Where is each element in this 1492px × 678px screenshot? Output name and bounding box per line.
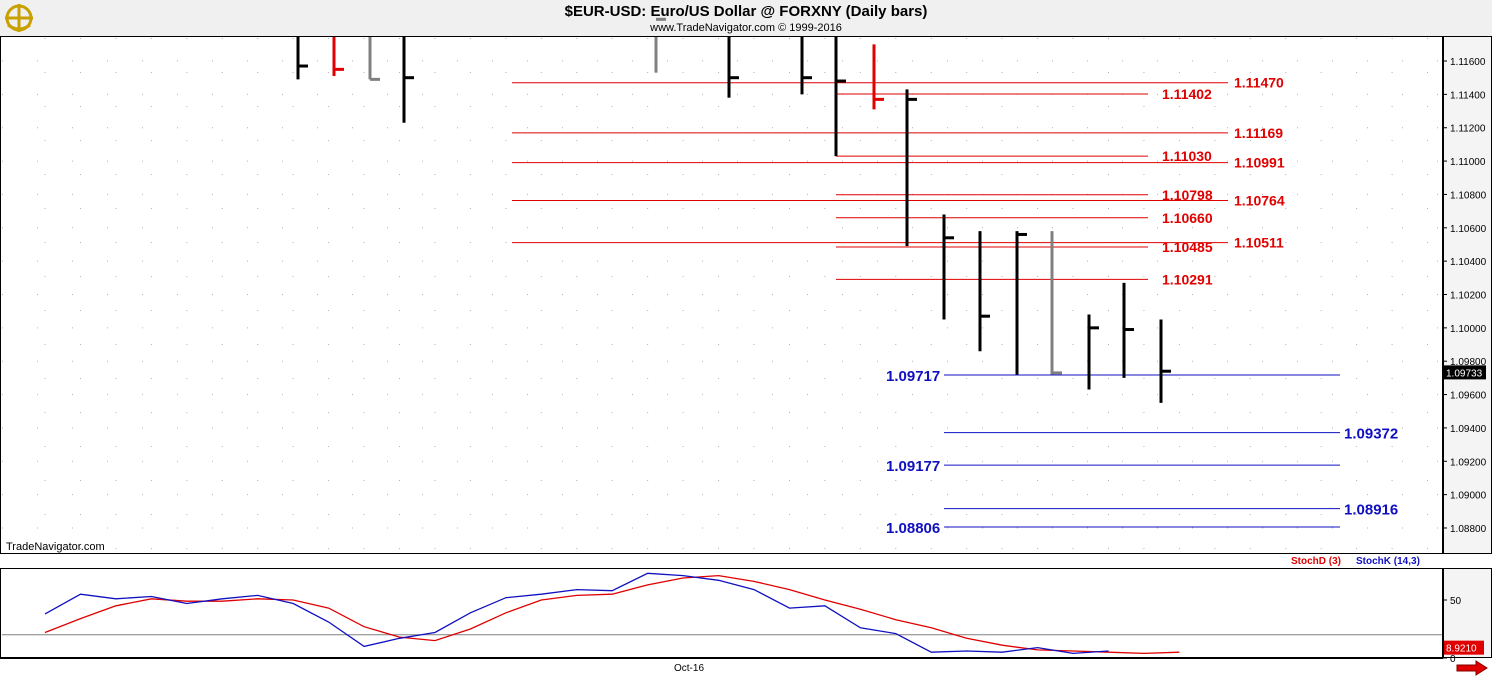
price-axis-label: 1.08800 <box>1450 524 1487 535</box>
price-axis-label: 1.11400 <box>1450 90 1486 101</box>
price-axis-label: 1.11200 <box>1450 124 1486 135</box>
indicator-plot-area <box>0 568 1443 658</box>
resistance-level-label: 1.11169 <box>1234 125 1283 141</box>
resistance-level-label: 1.10511 <box>1234 235 1284 251</box>
support-level-label: 1.08916 <box>1344 502 1398 519</box>
price-axis-label: 1.09600 <box>1450 391 1487 402</box>
resistance-level-label: 1.10660 <box>1162 210 1213 226</box>
stoch-series-line <box>44 572 1109 655</box>
legend-stochd: StochD (3) <box>1291 556 1341 567</box>
main-plot-area <box>0 36 1443 554</box>
price-axis-label: 1.09800 <box>1450 357 1487 368</box>
price-axis-label: 1.11600 <box>1450 57 1486 68</box>
price-axis-label: 1.10200 <box>1450 291 1487 302</box>
price-axis-label: 1.09200 <box>1450 457 1487 468</box>
price-axis <box>1443 36 1492 554</box>
resistance-level-label: 1.11470 <box>1234 75 1284 91</box>
stoch-last-value-label: 8.9210 <box>1446 644 1477 655</box>
resistance-level-label: 1.10485 <box>1162 239 1213 255</box>
right-arrow-icon[interactable] <box>1456 660 1488 676</box>
price-axis-label: 1.11000 <box>1450 157 1486 168</box>
price-axis-label: 1.10000 <box>1450 324 1487 335</box>
resistance-level-label: 1.11402 <box>1162 86 1212 102</box>
time-axis <box>0 658 1492 678</box>
last-price-label: 1.09733 <box>1446 368 1483 379</box>
stoch-last-value-box <box>1444 640 1484 655</box>
resistance-level-label: 1.10764 <box>1234 192 1285 208</box>
last-price-box <box>1444 365 1486 380</box>
price-axis-label: 1.10800 <box>1450 190 1487 201</box>
panel-separator <box>0 553 1492 568</box>
stoch-series-line <box>44 574 1180 655</box>
chart-subtitle: www.TradeNavigator.com © 1999-2016 <box>650 22 842 34</box>
resistance-level-label: 1.10991 <box>1234 155 1285 171</box>
watermark: TradeNavigator.com <box>6 541 105 553</box>
price-axis-label: 1.09000 <box>1450 491 1487 502</box>
support-level-label: 1.08806 <box>886 520 940 537</box>
resistance-level-label: 1.10798 <box>1162 187 1213 203</box>
support-level-label: 1.09717 <box>886 368 940 385</box>
chart-title: $EUR-USD: Euro/US Dollar @ FORXNY (Daily… <box>564 3 928 20</box>
legend-stochk: StochK (14,3) <box>1356 556 1420 567</box>
chart-title-bar <box>0 0 1492 36</box>
price-axis-label: 1.10400 <box>1450 257 1487 268</box>
support-level-label: 1.09177 <box>886 458 940 475</box>
trade-navigator-logo-icon <box>2 1 36 35</box>
price-axis-label: 1.10600 <box>1450 224 1487 235</box>
indicator-axis-label: 50 <box>1450 596 1462 607</box>
price-axis-label: 1.09400 <box>1450 424 1487 435</box>
resistance-level-label: 1.11030 <box>1162 148 1212 164</box>
support-level-label: 1.09372 <box>1344 426 1398 443</box>
resistance-level-label: 1.10291 <box>1162 271 1213 287</box>
indicator-axis-label: 0 <box>1450 654 1456 665</box>
time-axis-label: Oct-16 <box>674 663 704 674</box>
